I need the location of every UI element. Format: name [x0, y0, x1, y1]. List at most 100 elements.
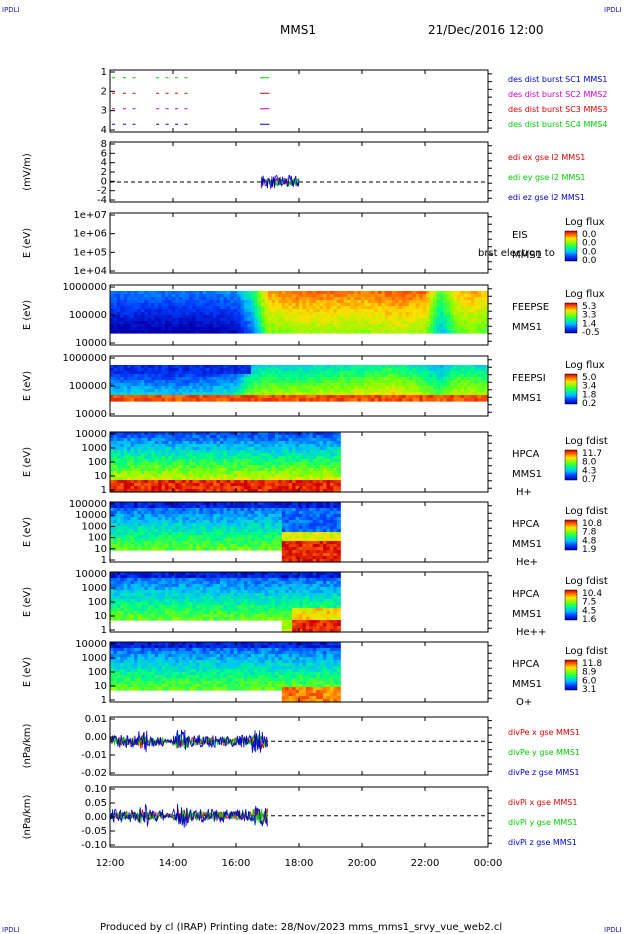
heatmap-cell [189, 456, 194, 460]
heatmap-cell [319, 450, 324, 454]
heatmap-cell [127, 318, 132, 322]
heatmap-cell [209, 538, 214, 542]
heatmap-cell [192, 532, 197, 536]
heatmap-cell [137, 459, 142, 463]
heatmap-cell [398, 398, 403, 402]
heatmap-cell [457, 300, 462, 304]
heatmap-cell [288, 368, 293, 372]
heatmap-cell [374, 392, 379, 396]
heatmap-cell [477, 395, 482, 399]
heatmap-cell [178, 535, 183, 539]
heatmap-cell [299, 459, 304, 463]
heatmap-cell [202, 547, 207, 551]
heatmap-cell [168, 444, 173, 448]
heatmap-cell [144, 486, 149, 490]
heatmap-cell [161, 511, 166, 515]
heatmap-cell [415, 312, 420, 316]
heatmap-cell [113, 465, 118, 469]
heatmap-cell [340, 386, 345, 390]
heatmap-cell [292, 471, 297, 475]
heatmap-cell [295, 477, 300, 481]
heatmap-cell [168, 383, 173, 387]
heatmap-cell [281, 450, 286, 454]
heatmap-cell [254, 321, 259, 325]
heatmap-cell [178, 468, 183, 472]
heatmap-cell [429, 389, 434, 393]
heatmap-cell [305, 447, 310, 451]
heatmap-cell [450, 324, 455, 328]
heatmap-cell [309, 315, 314, 319]
heatmap-cell [113, 303, 118, 307]
heatmap-cell [247, 468, 252, 472]
heatmap-cell [360, 294, 365, 298]
heatmap-cell [127, 327, 132, 331]
heatmap-cell [178, 505, 183, 509]
heatmap-cell [274, 389, 279, 393]
heatmap-cell [250, 300, 255, 304]
heatmap-cell [429, 365, 434, 369]
heatmap-cell [367, 321, 372, 325]
heatmap-cell [316, 306, 321, 310]
heatmap-cell [199, 315, 204, 319]
heatmap-cell [202, 303, 207, 307]
heatmap-cell [113, 544, 118, 548]
heatmap-cell [134, 380, 139, 384]
heatmap-cell [292, 480, 297, 484]
heatmap-cell [223, 330, 228, 334]
heatmap-cell [374, 306, 379, 310]
heatmap-cell [477, 386, 482, 390]
heatmap-cell [271, 365, 276, 369]
heatmap-cell [216, 505, 221, 509]
heatmap-cell [426, 303, 431, 307]
heatmap-cell [216, 383, 221, 387]
heatmap-cell [223, 462, 228, 466]
heatmap-cell [426, 297, 431, 301]
heatmap-cell [140, 486, 145, 490]
heatmap-cell [134, 514, 139, 518]
heatmap-cell [309, 318, 314, 322]
heatmap-cell [199, 303, 204, 307]
heatmap-cell [130, 432, 135, 436]
heatmap-cell [384, 365, 389, 369]
heatmap-cell [268, 447, 273, 451]
heatmap-cell [230, 374, 235, 378]
heatmap-cell [268, 465, 273, 469]
heatmap-cell [412, 389, 417, 393]
heatmap-cell [182, 468, 187, 472]
heatmap-cell [161, 435, 166, 439]
heatmap-cell [274, 368, 279, 372]
heatmap-cell [130, 312, 135, 316]
heatmap-cell [164, 318, 170, 322]
heatmap-cell [405, 303, 410, 307]
heatmap-cell [336, 327, 341, 331]
heatmap-cell [223, 306, 228, 310]
heatmap-cell [391, 321, 396, 325]
heatmap-cell [305, 441, 310, 445]
heatmap-cell [161, 365, 166, 369]
heatmap-cell [429, 312, 434, 316]
eis-overlay-text: brst electron to [478, 248, 555, 259]
heatmap-cell [415, 377, 420, 381]
heatmap-cell [484, 383, 489, 387]
heatmap-cell [319, 468, 324, 472]
heatmap-cell [147, 480, 152, 484]
heatmap-cell [209, 511, 214, 515]
corner-mark-br: IPDLI [604, 926, 622, 934]
heatmap-cell [415, 327, 420, 331]
heatmap-cell [299, 300, 304, 304]
heatmap-cell [134, 547, 139, 551]
heatmap-cell [206, 480, 211, 484]
heatmap-cell [405, 377, 410, 381]
heatmap-cell [147, 517, 152, 521]
heatmap-cell [470, 386, 475, 390]
heatmap-cell [130, 297, 135, 301]
heatmap-cell [206, 465, 211, 469]
heatmap-cell [134, 438, 139, 442]
heatmap-cell [350, 392, 355, 396]
heatmap-cell [137, 294, 142, 298]
heatmap-cell [336, 441, 341, 445]
heatmap-cell [295, 380, 300, 384]
heatmap-cell [223, 438, 228, 442]
heatmap-cell [147, 294, 152, 298]
heatmap-cell [144, 383, 149, 387]
